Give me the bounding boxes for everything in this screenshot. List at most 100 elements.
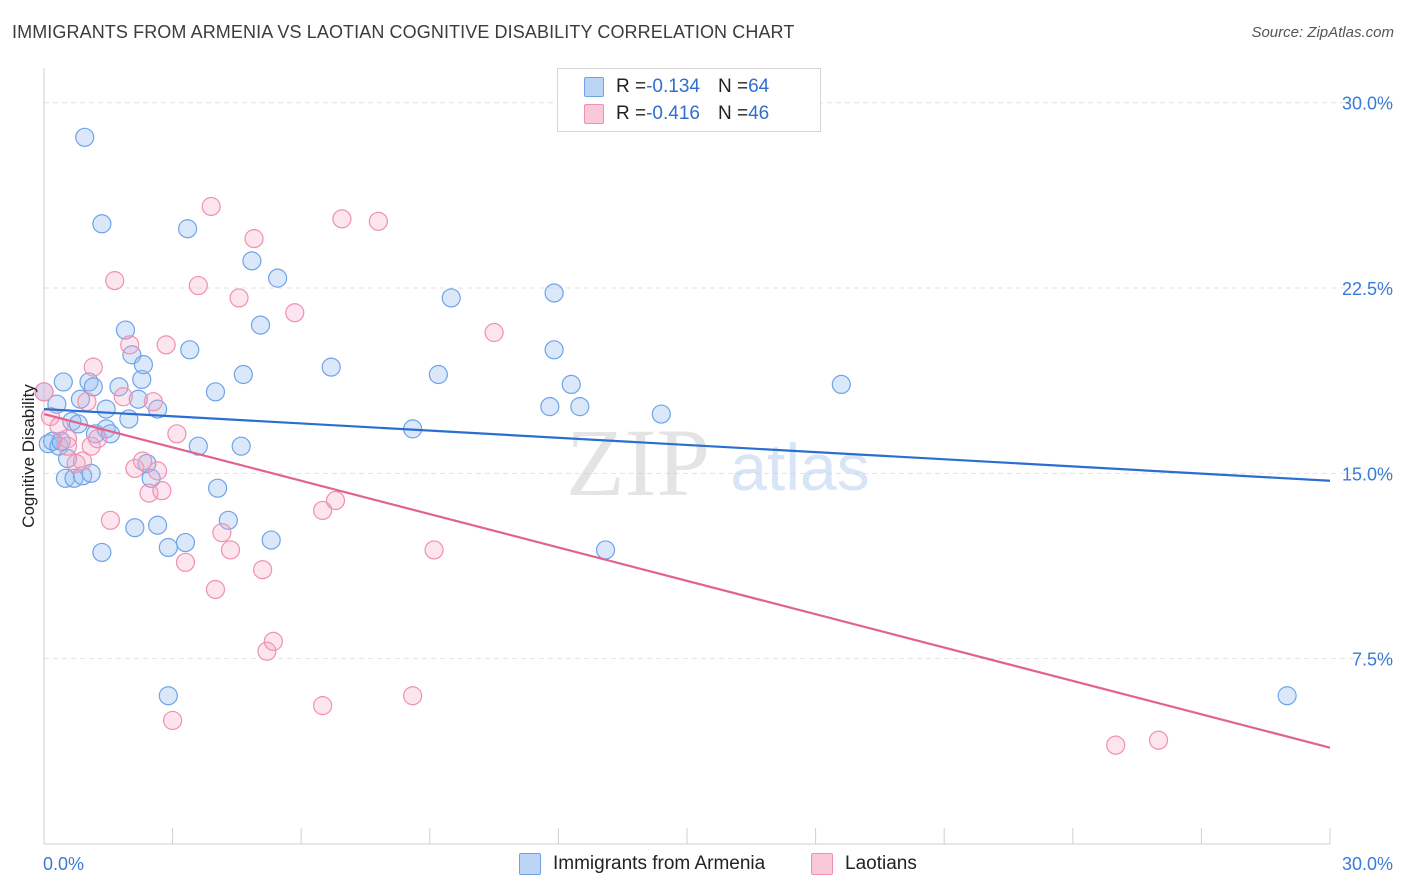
armenia-point <box>561 374 581 394</box>
legend-r-value: -0.416 <box>646 103 700 124</box>
armenia-point <box>205 382 226 402</box>
armenia-point <box>231 436 251 456</box>
laotians-point <box>403 686 423 706</box>
armenia-point <box>128 389 148 409</box>
armenia-point <box>208 478 228 498</box>
armenia-point <box>53 372 73 392</box>
legend-row-armenia: R = -0.134 N = 64 <box>584 75 769 99</box>
armenia-point <box>132 369 152 390</box>
axes <box>43 68 1331 845</box>
laotians-point <box>167 424 187 444</box>
laotians-point <box>229 288 249 308</box>
y-tick-labels: 7.5% 15.0% 22.5% 30.0% <box>1342 94 1393 670</box>
armenia-point <box>595 540 616 560</box>
laotians-trend-line <box>43 412 1331 749</box>
armenia-point <box>441 288 461 308</box>
laotians-point <box>120 335 140 355</box>
laotians-point <box>105 271 125 291</box>
laotians-point <box>175 552 196 572</box>
laotians-point <box>325 490 346 511</box>
laotians-point <box>484 322 504 343</box>
chart-title: IMMIGRANTS FROM ARMENIA VS LAOTIAN COGNI… <box>12 22 795 42</box>
armenia-point <box>96 399 116 419</box>
legend-r-label: R = <box>616 103 647 124</box>
armenia-point <box>544 340 564 360</box>
laotians-point <box>72 451 93 471</box>
laotians-point <box>152 481 172 501</box>
laotians-point <box>285 303 305 323</box>
armenia-point <box>125 518 145 538</box>
laotians-point <box>147 461 168 481</box>
laotians-point <box>313 696 333 716</box>
armenia-point <box>218 510 238 530</box>
armenia-trend-line <box>43 408 1331 482</box>
armenia-point <box>233 364 253 385</box>
y-tick-label: 15.0% <box>1342 464 1393 484</box>
armenia-point <box>268 268 288 288</box>
armenia-point <box>831 374 851 394</box>
laotians-point <box>163 710 183 731</box>
y-tick-label: 7.5% <box>1352 650 1393 670</box>
laotians-point <box>257 641 277 661</box>
legend-row-laotians: R = -0.416 N = 46 <box>584 102 769 126</box>
armenia-point <box>570 397 590 417</box>
laotians-point <box>201 196 221 217</box>
trend-lines <box>43 408 1331 749</box>
laotians-point <box>77 392 97 412</box>
laotians-point <box>368 211 388 231</box>
laotians-point <box>81 436 101 456</box>
laotians-point <box>220 540 241 560</box>
armenia-point <box>115 320 136 340</box>
x-tick-label-max: 30.0% <box>1342 854 1393 874</box>
laotians-point <box>212 523 232 543</box>
laotians-point <box>132 451 153 471</box>
laotians-point <box>424 540 444 560</box>
y-tick-label: 30.0% <box>1342 94 1393 114</box>
armenia-point <box>147 515 168 535</box>
y-tick-label: 22.5% <box>1342 279 1393 299</box>
laotians-point <box>100 510 121 530</box>
armenia-point <box>92 214 112 234</box>
armenia-point <box>250 315 271 335</box>
laotians-point <box>57 429 78 449</box>
x-tick-label-min: 0.0% <box>43 854 84 874</box>
laotians-point <box>188 275 208 296</box>
legend-n-value: 46 <box>748 103 770 124</box>
laotians-point <box>253 560 273 580</box>
armenia-point <box>321 357 341 377</box>
armenia-point <box>242 251 262 271</box>
laotians-point <box>83 357 103 377</box>
laotians-swatch <box>584 104 604 124</box>
laotians-point <box>57 436 78 456</box>
laotians-point <box>143 392 163 412</box>
laotians-point <box>1148 730 1169 750</box>
armenia-point <box>158 537 178 558</box>
armenia-point <box>428 364 448 385</box>
watermark-zip: ZIP <box>566 409 710 516</box>
laotians-point <box>156 335 176 355</box>
armenia-point <box>651 404 671 424</box>
armenia-legend-swatch <box>519 853 541 875</box>
laotians-legend-label: Laotians <box>845 853 917 874</box>
legend-r-label: R = <box>616 76 647 97</box>
laotians-point <box>332 209 352 229</box>
armenia-point <box>175 532 196 553</box>
laotians-point <box>1106 735 1126 755</box>
armenia-point <box>261 530 281 550</box>
armenia-point <box>133 355 154 375</box>
laotians-point <box>263 631 283 651</box>
laotians-point <box>244 229 264 249</box>
armenia-point <box>75 127 95 147</box>
correlation-legend: R = -0.134 N = 64 R = -0.416 N = 46 <box>557 68 821 132</box>
data-points <box>34 127 1297 755</box>
armenia-point <box>180 340 200 360</box>
armenia-swatch <box>584 77 604 97</box>
source-label: Source: ZipAtlas.com <box>1251 24 1394 41</box>
watermark-atlas: atlas <box>730 430 869 504</box>
legend-n-value: 64 <box>748 76 770 97</box>
legend-n-label: N = <box>717 76 749 97</box>
armenia-legend-label: Immigrants from Armenia <box>553 853 766 874</box>
laotians-point <box>87 429 108 449</box>
armenia-point <box>178 219 198 239</box>
